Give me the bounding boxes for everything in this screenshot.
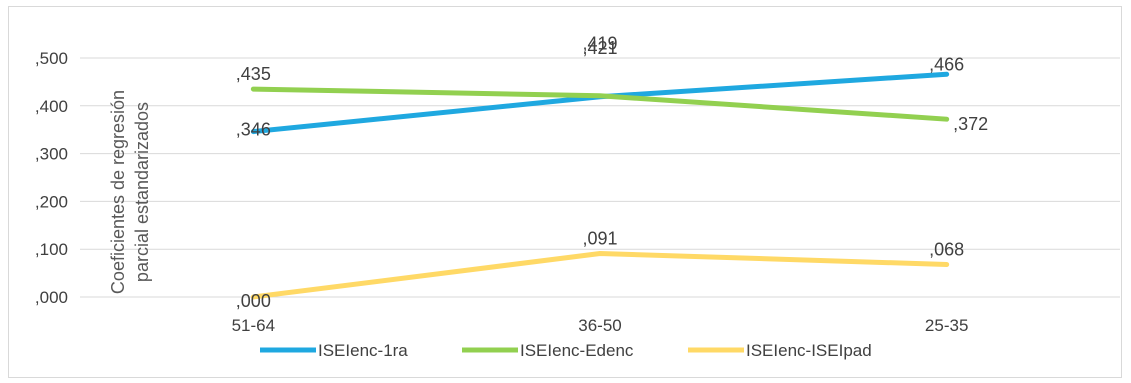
legend-item-2: ISEIenc-ISEIpad bbox=[746, 341, 872, 360]
data-label-0-1: ,419 bbox=[582, 34, 617, 54]
x-tick-label-0: 51-64 bbox=[232, 316, 275, 335]
legend-item-0: ISEIenc-1ra bbox=[318, 341, 408, 360]
legend-item-1: ISEIenc-Edenc bbox=[520, 341, 634, 360]
y-tick-label-5: ,500 bbox=[35, 49, 68, 68]
data-label-2-0: ,000 bbox=[236, 291, 271, 311]
chart-frame bbox=[8, 6, 1122, 378]
x-tick-label-1: 36-50 bbox=[578, 316, 621, 335]
x-tick-label-2: 25-35 bbox=[925, 316, 968, 335]
data-label-2-1: ,091 bbox=[582, 229, 617, 249]
data-label-0-2: ,466 bbox=[929, 54, 964, 74]
y-axis-label-line-0: Coeficientes de regresión bbox=[108, 90, 128, 294]
series-line-0 bbox=[250, 71, 950, 135]
data-label-1-2: ,372 bbox=[953, 114, 988, 134]
y-tick-label-3: ,300 bbox=[35, 145, 68, 164]
data-label-2-2: ,068 bbox=[929, 239, 964, 259]
data-label-1-0: ,435 bbox=[236, 64, 271, 84]
data-label-1-1: ,421 bbox=[582, 38, 617, 58]
data-label-0-0: ,346 bbox=[236, 120, 271, 140]
y-tick-label-1: ,100 bbox=[35, 240, 68, 259]
series-line-1 bbox=[250, 86, 950, 122]
y-tick-label-4: ,400 bbox=[35, 97, 68, 116]
y-tick-label-2: ,200 bbox=[35, 192, 68, 211]
y-tick-label-0: ,000 bbox=[35, 288, 68, 307]
y-axis-label-line-1: parcial estandarizados bbox=[132, 102, 152, 282]
series-line-2 bbox=[250, 251, 950, 300]
